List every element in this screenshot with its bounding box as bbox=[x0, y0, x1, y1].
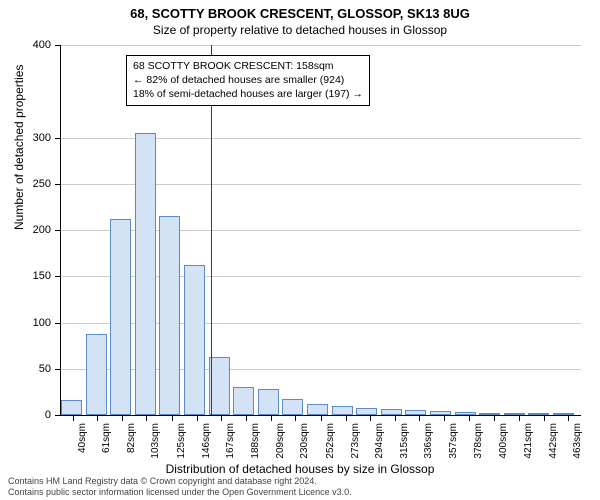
xtick bbox=[295, 415, 296, 421]
ytick-label: 200 bbox=[33, 224, 61, 236]
xtick bbox=[370, 415, 371, 421]
ytick-label: 300 bbox=[33, 132, 61, 144]
xtick-label: 125sqm bbox=[176, 423, 187, 459]
xtick bbox=[321, 415, 322, 421]
histogram-bar bbox=[479, 413, 500, 415]
xtick-label: 103sqm bbox=[150, 423, 161, 459]
title-main: 68, SCOTTY BROOK CRESCENT, GLOSSOP, SK13… bbox=[0, 0, 600, 21]
xtick-label: 378sqm bbox=[473, 423, 484, 459]
xtick-label: 273sqm bbox=[350, 423, 361, 459]
xtick-label: 82sqm bbox=[126, 423, 137, 453]
histogram-bar bbox=[184, 265, 205, 415]
histogram-bar bbox=[233, 387, 254, 415]
xtick-label: 315sqm bbox=[399, 423, 410, 459]
xtick bbox=[271, 415, 272, 421]
histogram-bar bbox=[528, 413, 549, 415]
histogram-bar bbox=[61, 400, 82, 415]
title-sub: Size of property relative to detached ho… bbox=[0, 21, 600, 37]
xtick-label: 336sqm bbox=[423, 423, 434, 459]
histogram-bar bbox=[135, 133, 156, 415]
xtick-label: 400sqm bbox=[498, 423, 509, 459]
xtick bbox=[395, 415, 396, 421]
xtick bbox=[544, 415, 545, 421]
annotation-line-2: ← 82% of detached houses are smaller (92… bbox=[133, 73, 363, 87]
xtick bbox=[494, 415, 495, 421]
histogram-bar bbox=[86, 334, 107, 415]
histogram-bar bbox=[356, 408, 377, 415]
xtick bbox=[221, 415, 222, 421]
xtick bbox=[172, 415, 173, 421]
xtick bbox=[246, 415, 247, 421]
xtick-label: 146sqm bbox=[201, 423, 212, 459]
xtick-label: 167sqm bbox=[225, 423, 236, 459]
xtick bbox=[197, 415, 198, 421]
xtick-label: 188sqm bbox=[250, 423, 261, 459]
footnote-line-1: Contains HM Land Registry data © Crown c… bbox=[8, 476, 317, 486]
gridline bbox=[61, 45, 581, 46]
xtick-label: 40sqm bbox=[77, 423, 88, 453]
histogram-bar bbox=[110, 219, 131, 415]
histogram-bar bbox=[430, 411, 451, 415]
annotation-box: 68 SCOTTY BROOK CRESCENT: 158sqm ← 82% o… bbox=[126, 55, 370, 106]
xtick bbox=[146, 415, 147, 421]
xtick bbox=[444, 415, 445, 421]
footnote: Contains HM Land Registry data © Crown c… bbox=[8, 476, 592, 498]
xtick bbox=[97, 415, 98, 421]
ytick-label: 50 bbox=[39, 363, 61, 375]
histogram-bar bbox=[381, 409, 402, 415]
histogram-bar bbox=[553, 413, 574, 415]
histogram-bar bbox=[405, 410, 426, 415]
xtick bbox=[419, 415, 420, 421]
xtick-label: 209sqm bbox=[275, 423, 286, 459]
xtick-label: 463sqm bbox=[572, 423, 583, 459]
ytick-label: 250 bbox=[33, 178, 61, 190]
x-axis-label: Distribution of detached houses by size … bbox=[0, 462, 600, 476]
ytick-label: 100 bbox=[33, 317, 61, 329]
histogram-bar bbox=[455, 412, 476, 415]
xtick bbox=[346, 415, 347, 421]
xtick-label: 421sqm bbox=[523, 423, 534, 459]
xtick bbox=[122, 415, 123, 421]
xtick-label: 357sqm bbox=[448, 423, 459, 459]
ytick-label: 0 bbox=[45, 409, 61, 421]
xtick-label: 294sqm bbox=[374, 423, 385, 459]
xtick bbox=[469, 415, 470, 421]
xtick bbox=[519, 415, 520, 421]
xtick bbox=[568, 415, 569, 421]
histogram-bar bbox=[504, 413, 525, 415]
annotation-line-3: 18% of semi-detached houses are larger (… bbox=[133, 87, 363, 101]
histogram-bar bbox=[332, 406, 353, 415]
xtick-label: 252sqm bbox=[325, 423, 336, 459]
xtick bbox=[73, 415, 74, 421]
xtick-label: 61sqm bbox=[101, 423, 112, 453]
y-axis-label: Number of detached properties bbox=[12, 65, 26, 230]
xtick-label: 230sqm bbox=[299, 423, 310, 459]
ytick-label: 150 bbox=[33, 270, 61, 282]
xtick-label: 442sqm bbox=[548, 423, 559, 459]
footnote-line-2: Contains public sector information licen… bbox=[8, 487, 352, 497]
histogram-bar bbox=[307, 404, 328, 415]
histogram-bar bbox=[258, 389, 279, 415]
histogram-bar bbox=[282, 399, 303, 415]
histogram-bar bbox=[159, 216, 180, 415]
ytick-label: 400 bbox=[33, 39, 61, 51]
annotation-line-1: 68 SCOTTY BROOK CRESCENT: 158sqm bbox=[133, 59, 363, 73]
histogram-plot-area: 05010015020025030040040sqm61sqm82sqm103s… bbox=[60, 45, 581, 416]
